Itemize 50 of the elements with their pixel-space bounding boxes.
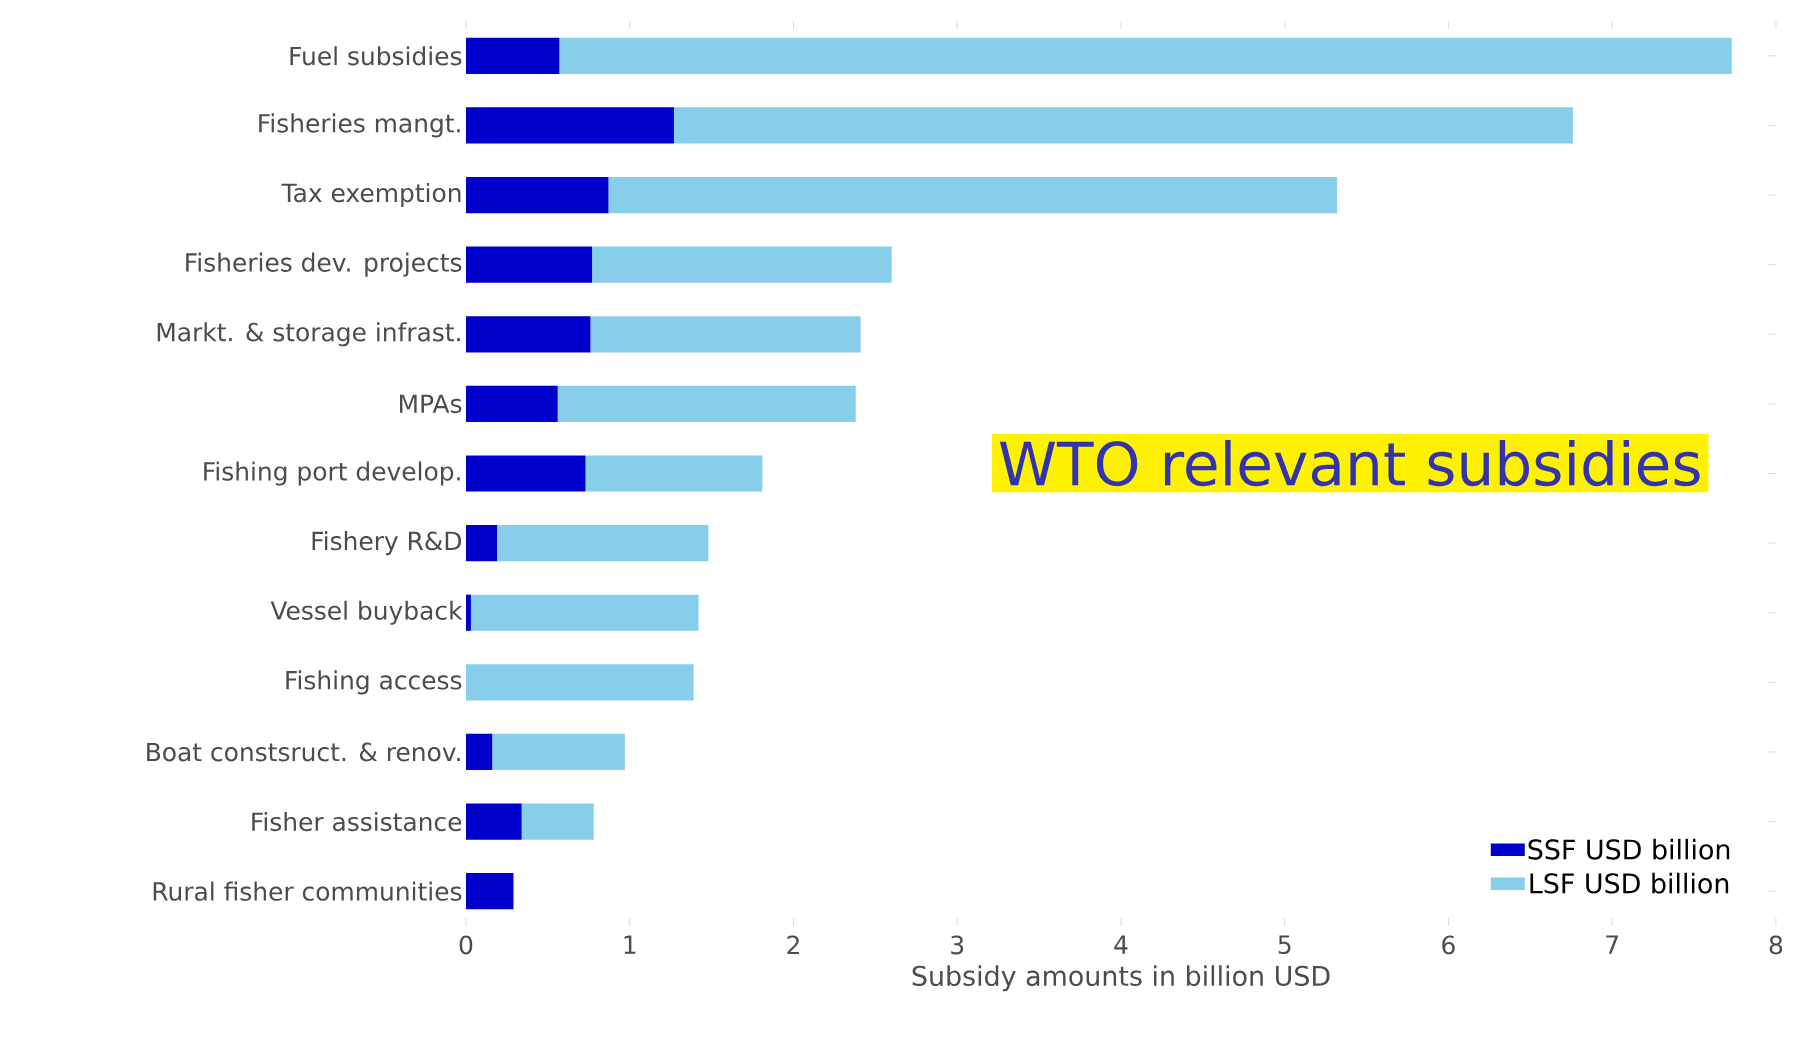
y-tick-label: Fisheries mangt. <box>259 113 460 138</box>
bar <box>585 455 763 492</box>
y-tick-label: Fuel subsidies <box>290 46 462 66</box>
bar <box>592 246 892 283</box>
bar <box>466 385 558 422</box>
bar <box>590 316 861 353</box>
y-tick-label: Fisheries dev. projects <box>186 252 462 277</box>
bar <box>470 594 699 631</box>
bar <box>466 37 560 74</box>
bar <box>559 37 1732 74</box>
y-tick-label: Fishery R&D <box>312 531 462 556</box>
bar <box>466 107 674 144</box>
bar <box>557 385 856 422</box>
bar <box>492 733 625 771</box>
bar <box>466 316 591 353</box>
bar <box>466 246 593 283</box>
bar <box>466 664 694 701</box>
x-tick-label: 4 <box>1114 935 1128 954</box>
bar <box>466 594 471 631</box>
bar <box>673 107 1573 144</box>
x-tick-label: 3 <box>951 935 964 955</box>
y-tick-label: Vessel buyback <box>270 600 463 625</box>
x-tick-label: 5 <box>1278 935 1291 955</box>
x-tick-label: 2 <box>787 935 799 955</box>
bar <box>466 525 498 562</box>
bar <box>608 176 1338 214</box>
x-tick-label: 7 <box>1606 935 1618 954</box>
y-tick-label: Markt. & storage infrast. <box>157 322 460 347</box>
bar <box>521 803 594 840</box>
y-tick-label: MPAs <box>399 394 462 414</box>
bar <box>466 803 522 840</box>
bar <box>466 176 609 214</box>
legend-label: LSF USD billion <box>1530 872 1729 894</box>
y-tick-label: Fisher assistance <box>252 811 462 832</box>
y-tick-label: Tax exemption <box>281 182 461 208</box>
bar <box>497 525 709 562</box>
x-tick-label: 1 <box>624 935 636 954</box>
y-tick-label: Rural fisher communities <box>153 881 462 901</box>
bar <box>466 455 586 492</box>
bar <box>466 873 514 910</box>
x-axis-title: Subsidy amounts in billion USD <box>912 965 1330 992</box>
y-tick-label: Fishing access <box>286 670 462 695</box>
x-tick-label: 6 <box>1442 935 1455 955</box>
annotation: WTO relevant subsidies <box>999 439 1700 487</box>
y-tick-label: Boat constsruct. & renov. <box>147 742 460 762</box>
bar <box>466 733 493 771</box>
x-tick-label: 0 <box>459 935 473 955</box>
y-tick-label: Fishing port develop. <box>204 461 460 486</box>
legend-label: SSF USD billion <box>1528 838 1730 860</box>
x-tick-label: 8 <box>1769 935 1783 955</box>
